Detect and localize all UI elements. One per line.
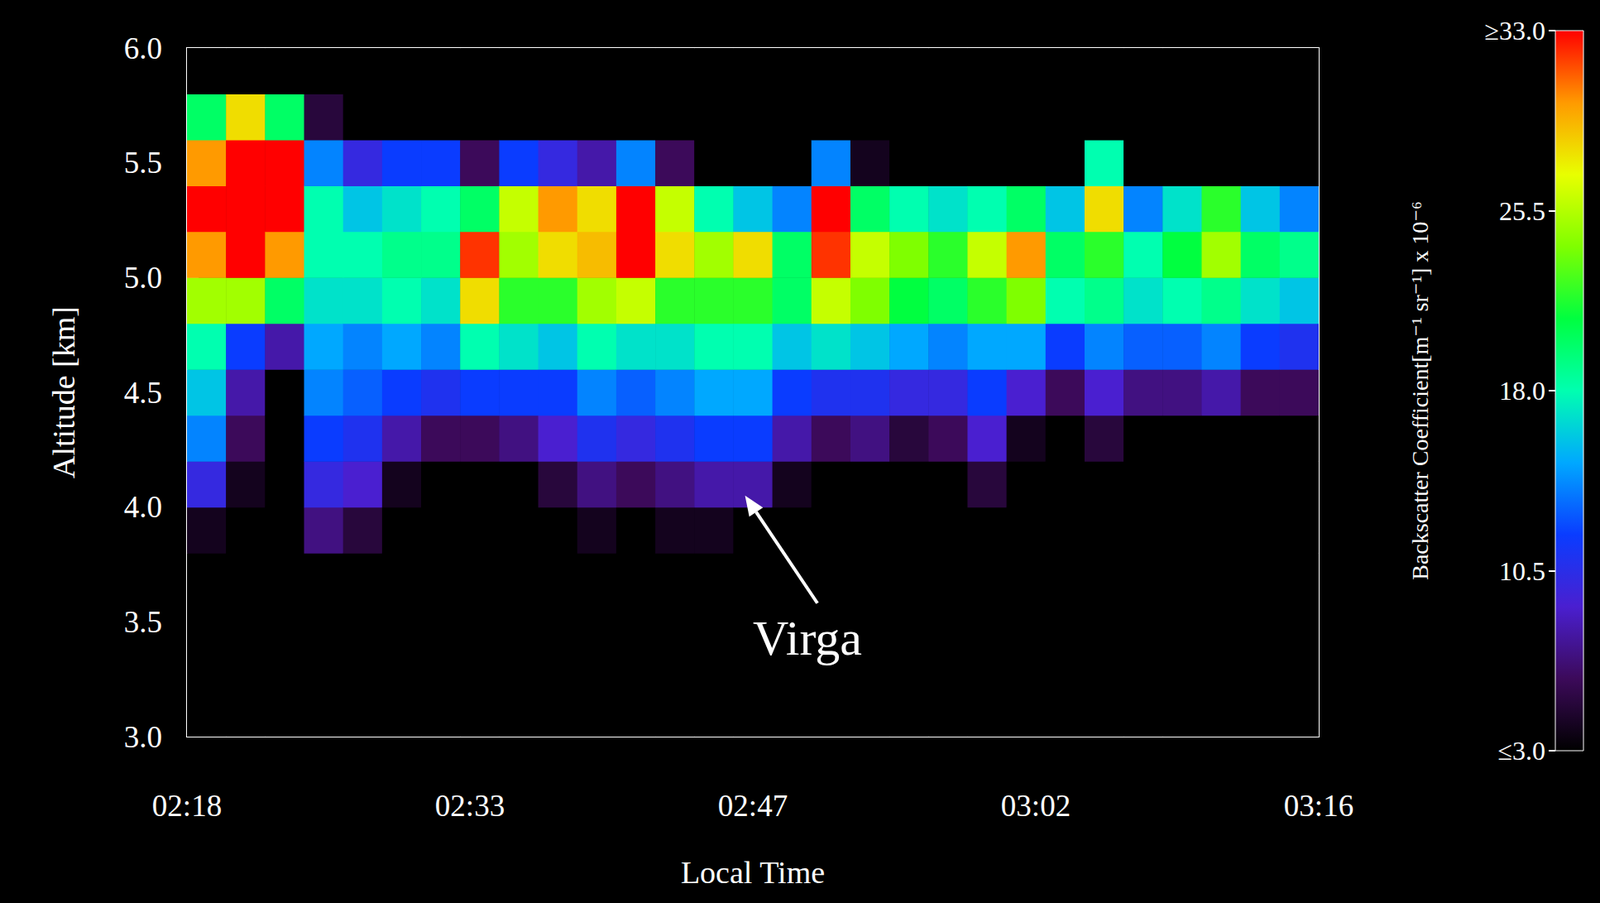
svg-text:10.5: 10.5 — [1499, 555, 1546, 586]
svg-text:5.0: 5.0 — [124, 260, 163, 295]
svg-text:03:16: 03:16 — [1283, 788, 1354, 823]
svg-text:≤3.0: ≤3.0 — [1497, 735, 1546, 766]
svg-text:18.0: 18.0 — [1499, 375, 1546, 406]
svg-text:6.0: 6.0 — [124, 31, 163, 66]
svg-text:Altitude [km]: Altitude [km] — [46, 306, 82, 479]
svg-text:03:02: 03:02 — [1001, 788, 1071, 823]
svg-text:02:33: 02:33 — [435, 788, 505, 823]
svg-text:25.5: 25.5 — [1499, 196, 1546, 226]
svg-text:3.0: 3.0 — [124, 719, 163, 754]
svg-text:02:47: 02:47 — [718, 788, 788, 823]
svg-text:5.5: 5.5 — [124, 145, 163, 180]
svg-text:≥33.0: ≥33.0 — [1484, 15, 1546, 46]
svg-text:3.5: 3.5 — [124, 604, 163, 639]
svg-text:4.5: 4.5 — [124, 375, 163, 410]
svg-text:Virga: Virga — [752, 610, 863, 666]
svg-text:Local Time: Local Time — [680, 854, 825, 890]
svg-text:4.0: 4.0 — [124, 489, 163, 524]
svg-text:02:18: 02:18 — [152, 788, 222, 823]
svg-text:Backscatter Coefficient[m⁻¹ sr: Backscatter Coefficient[m⁻¹ sr⁻¹] x 10⁻⁶ — [1407, 201, 1433, 580]
